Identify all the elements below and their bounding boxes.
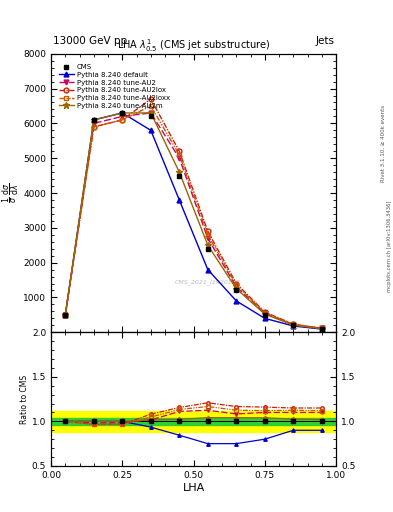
Pythia 8.240 tune-AU2 [120, 113, 125, 119]
Pythia 8.240 default [263, 315, 267, 322]
Pythia 8.240 default [120, 110, 125, 116]
Line: Pythia 8.240 tune-AU2loxx: Pythia 8.240 tune-AU2loxx [63, 103, 324, 331]
Pythia 8.240 tune-AU2m [320, 326, 324, 332]
Pythia 8.240 tune-AU2lox [291, 321, 296, 327]
Pythia 8.240 tune-AU2m [92, 117, 96, 123]
Title: LHA $\lambda^{1}_{0.5}$ (CMS jet substructure): LHA $\lambda^{1}_{0.5}$ (CMS jet substru… [117, 37, 270, 54]
Pythia 8.240 tune-AU2loxx [177, 152, 182, 158]
CMS [120, 110, 125, 116]
Pythia 8.240 tune-AU2lox [320, 325, 324, 331]
Text: CMS_2021_I1920187: CMS_2021_I1920187 [175, 279, 241, 285]
Pythia 8.240 tune-AU2m [63, 312, 68, 318]
X-axis label: LHA: LHA [182, 482, 205, 493]
Pythia 8.240 default [320, 326, 324, 332]
Bar [51, 418, 336, 425]
CMS [149, 113, 153, 119]
Pythia 8.240 tune-AU2lox [63, 312, 68, 318]
Pythia 8.240 tune-AU2loxx [263, 310, 267, 316]
Pythia 8.240 tune-AU2loxx [206, 232, 210, 238]
Pythia 8.240 tune-AU2lox [263, 309, 267, 315]
Pythia 8.240 tune-AU2m [120, 110, 125, 116]
Pythia 8.240 tune-AU2lox [149, 96, 153, 102]
Pythia 8.240 default [177, 197, 182, 203]
Pythia 8.240 tune-AU2 [320, 325, 324, 331]
Bar [51, 411, 336, 432]
Pythia 8.240 default [291, 323, 296, 329]
Pythia 8.240 default [234, 298, 239, 304]
Pythia 8.240 default [92, 117, 96, 123]
Pythia 8.240 tune-AU2 [291, 322, 296, 328]
Pythia 8.240 default [206, 267, 210, 273]
Pythia 8.240 tune-AU2m [177, 169, 182, 175]
Pythia 8.240 tune-AU2m [263, 311, 267, 317]
Text: Rivet 3.1.10, ≥ 400k events: Rivet 3.1.10, ≥ 400k events [381, 105, 386, 182]
CMS [206, 246, 210, 252]
CMS [92, 117, 96, 123]
Line: Pythia 8.240 tune-AU2: Pythia 8.240 tune-AU2 [63, 111, 324, 331]
Text: 13000 GeV pp: 13000 GeV pp [53, 36, 127, 46]
Pythia 8.240 tune-AU2 [92, 120, 96, 126]
Pythia 8.240 tune-AU2loxx [291, 322, 296, 328]
Line: Pythia 8.240 tune-AU2lox: Pythia 8.240 tune-AU2lox [63, 97, 324, 331]
Pythia 8.240 tune-AU2loxx [320, 325, 324, 331]
Pythia 8.240 tune-AU2 [149, 110, 153, 116]
Text: mcplots.cern.ch [arXiv:1306.3436]: mcplots.cern.ch [arXiv:1306.3436] [387, 200, 391, 291]
Pythia 8.240 tune-AU2m [149, 110, 153, 116]
Y-axis label: Ratio to CMS: Ratio to CMS [20, 374, 29, 423]
Pythia 8.240 tune-AU2loxx [234, 282, 239, 288]
Pythia 8.240 tune-AU2lox [92, 124, 96, 130]
CMS [263, 312, 267, 318]
Pythia 8.240 tune-AU2loxx [63, 312, 68, 318]
Pythia 8.240 tune-AU2loxx [120, 117, 125, 123]
Pythia 8.240 default [63, 312, 68, 318]
CMS [320, 326, 324, 332]
CMS [291, 322, 296, 328]
Pythia 8.240 tune-AU2lox [206, 228, 210, 234]
Pythia 8.240 tune-AU2 [177, 155, 182, 161]
Pythia 8.240 tune-AU2lox [120, 117, 125, 123]
CMS [63, 312, 68, 318]
Line: CMS: CMS [63, 111, 324, 331]
Y-axis label: $\frac{1}{\sigma}\,\frac{\mathrm{d}\sigma}{\mathrm{d}\lambda}$: $\frac{1}{\sigma}\,\frac{\mathrm{d}\sigm… [0, 183, 22, 203]
Pythia 8.240 tune-AU2lox [234, 281, 239, 287]
Pythia 8.240 tune-AU2lox [177, 148, 182, 154]
Pythia 8.240 tune-AU2loxx [92, 124, 96, 130]
CMS [234, 287, 239, 293]
Line: Pythia 8.240 tune-AU2m: Pythia 8.240 tune-AU2m [62, 110, 325, 332]
Pythia 8.240 tune-AU2 [63, 312, 68, 318]
Pythia 8.240 default [149, 127, 153, 134]
Pythia 8.240 tune-AU2 [263, 310, 267, 316]
CMS [177, 173, 182, 179]
Legend: CMS, Pythia 8.240 default, Pythia 8.240 tune-AU2, Pythia 8.240 tune-AU2lox, Pyth: CMS, Pythia 8.240 default, Pythia 8.240 … [57, 63, 171, 110]
Pythia 8.240 tune-AU2 [234, 284, 239, 290]
Pythia 8.240 tune-AU2m [291, 322, 296, 328]
Pythia 8.240 tune-AU2loxx [149, 103, 153, 109]
Pythia 8.240 tune-AU2m [234, 286, 239, 292]
Pythia 8.240 tune-AU2 [206, 235, 210, 241]
Line: Pythia 8.240 default: Pythia 8.240 default [63, 111, 324, 332]
Text: Jets: Jets [316, 36, 335, 46]
Pythia 8.240 tune-AU2m [206, 242, 210, 248]
